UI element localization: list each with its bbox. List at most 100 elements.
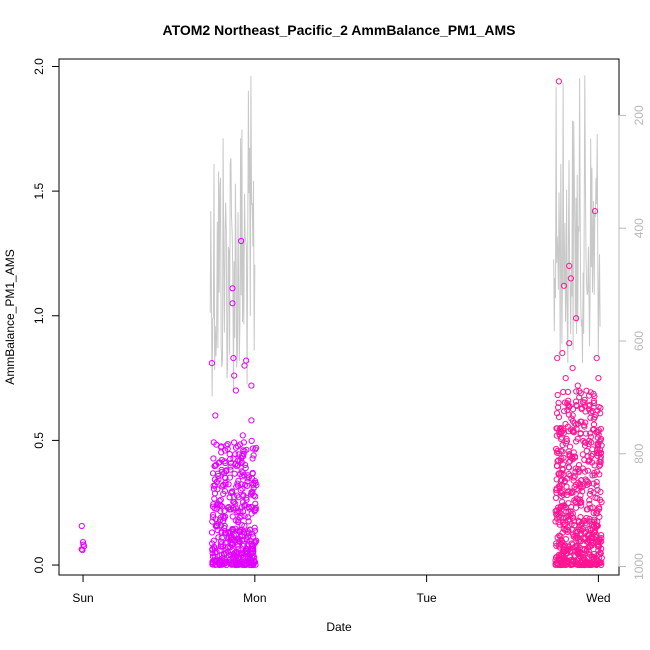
data-point [218, 514, 225, 521]
data-point [573, 438, 580, 445]
data-point [558, 455, 565, 462]
data-point [559, 515, 567, 522]
data-point [552, 560, 559, 568]
data-point [582, 520, 589, 527]
data-point [78, 546, 85, 553]
data-point [570, 429, 578, 436]
data-point [216, 556, 223, 563]
data-point [251, 508, 258, 515]
data-point [585, 457, 593, 464]
data-point [576, 496, 584, 503]
data-point [217, 543, 225, 550]
data-point [556, 539, 563, 546]
data-point [249, 469, 256, 477]
data-point [221, 488, 228, 495]
data-point [564, 406, 571, 414]
data-point [596, 438, 603, 445]
data-point [553, 540, 560, 547]
data-point [243, 357, 250, 364]
data-point [560, 282, 568, 289]
data-point [559, 350, 566, 357]
data-point [591, 414, 598, 421]
data-point [241, 501, 249, 509]
data-point [211, 505, 218, 512]
chart-title: ATOM2 Northeast_Pacific_2 AmmBalance_PM1… [163, 22, 516, 38]
data-point [78, 522, 85, 530]
data-point [231, 470, 238, 477]
data-point [234, 509, 241, 516]
data-point [582, 403, 589, 410]
data-point [232, 451, 239, 458]
data-point [597, 456, 604, 463]
data-point [585, 550, 592, 557]
data-point [252, 500, 259, 507]
data-point [572, 499, 579, 506]
data-point [219, 468, 226, 475]
data-point [569, 526, 576, 533]
data-point [249, 455, 256, 462]
data-point [559, 549, 566, 557]
data-point [555, 399, 562, 406]
data-point [229, 285, 236, 292]
data-point [227, 551, 234, 558]
data-point [567, 472, 574, 479]
data-point [215, 472, 222, 480]
data-point [555, 457, 562, 464]
data-point [593, 479, 600, 486]
data-point [598, 449, 605, 456]
data-point [591, 462, 598, 469]
data-point [594, 538, 601, 545]
data-point [229, 525, 236, 533]
y2-tick-label: 200 [632, 105, 646, 125]
data-point [598, 545, 605, 552]
data-point [577, 514, 584, 521]
x-tick-label: Sun [72, 591, 93, 605]
data-point [250, 548, 257, 556]
data-point [235, 518, 242, 526]
data-point [251, 478, 259, 485]
data-point [569, 418, 577, 425]
data-point [236, 538, 243, 545]
data-point [223, 442, 230, 449]
data-point [248, 382, 255, 389]
y-axis-left: 0.0 0.5 1.0 1.5 2.0 [32, 58, 60, 573]
data-point [241, 362, 248, 369]
data-point [559, 441, 566, 449]
data-point [225, 481, 232, 488]
data-point [566, 443, 574, 450]
plot-frame [58, 58, 620, 576]
data-point [584, 467, 592, 474]
data-point [214, 486, 221, 493]
data-point [250, 558, 258, 565]
data-point [576, 500, 584, 507]
data-point [232, 387, 239, 394]
data-point [563, 547, 570, 554]
data-point [208, 360, 215, 367]
data-point [226, 451, 233, 458]
data-point [232, 500, 239, 507]
data-point [236, 514, 243, 521]
data-point [586, 406, 593, 413]
data-point [554, 391, 561, 399]
data-point [244, 475, 251, 482]
data-point [590, 397, 598, 404]
data-point [586, 497, 593, 504]
data-point [584, 506, 591, 513]
data-point [595, 375, 602, 382]
data-point [209, 470, 217, 477]
data-point [217, 541, 225, 548]
data-point [569, 489, 576, 496]
data-point [216, 547, 223, 554]
data-point [238, 481, 245, 488]
data-point [570, 561, 577, 568]
data-point [217, 560, 224, 568]
data-point [235, 457, 242, 464]
data-point [552, 518, 559, 525]
data-point [587, 433, 595, 440]
data-point [570, 449, 577, 456]
data-point [242, 481, 249, 488]
data-point [565, 464, 572, 471]
data-point [231, 439, 238, 446]
y-tick-label: 2.0 [32, 58, 46, 75]
